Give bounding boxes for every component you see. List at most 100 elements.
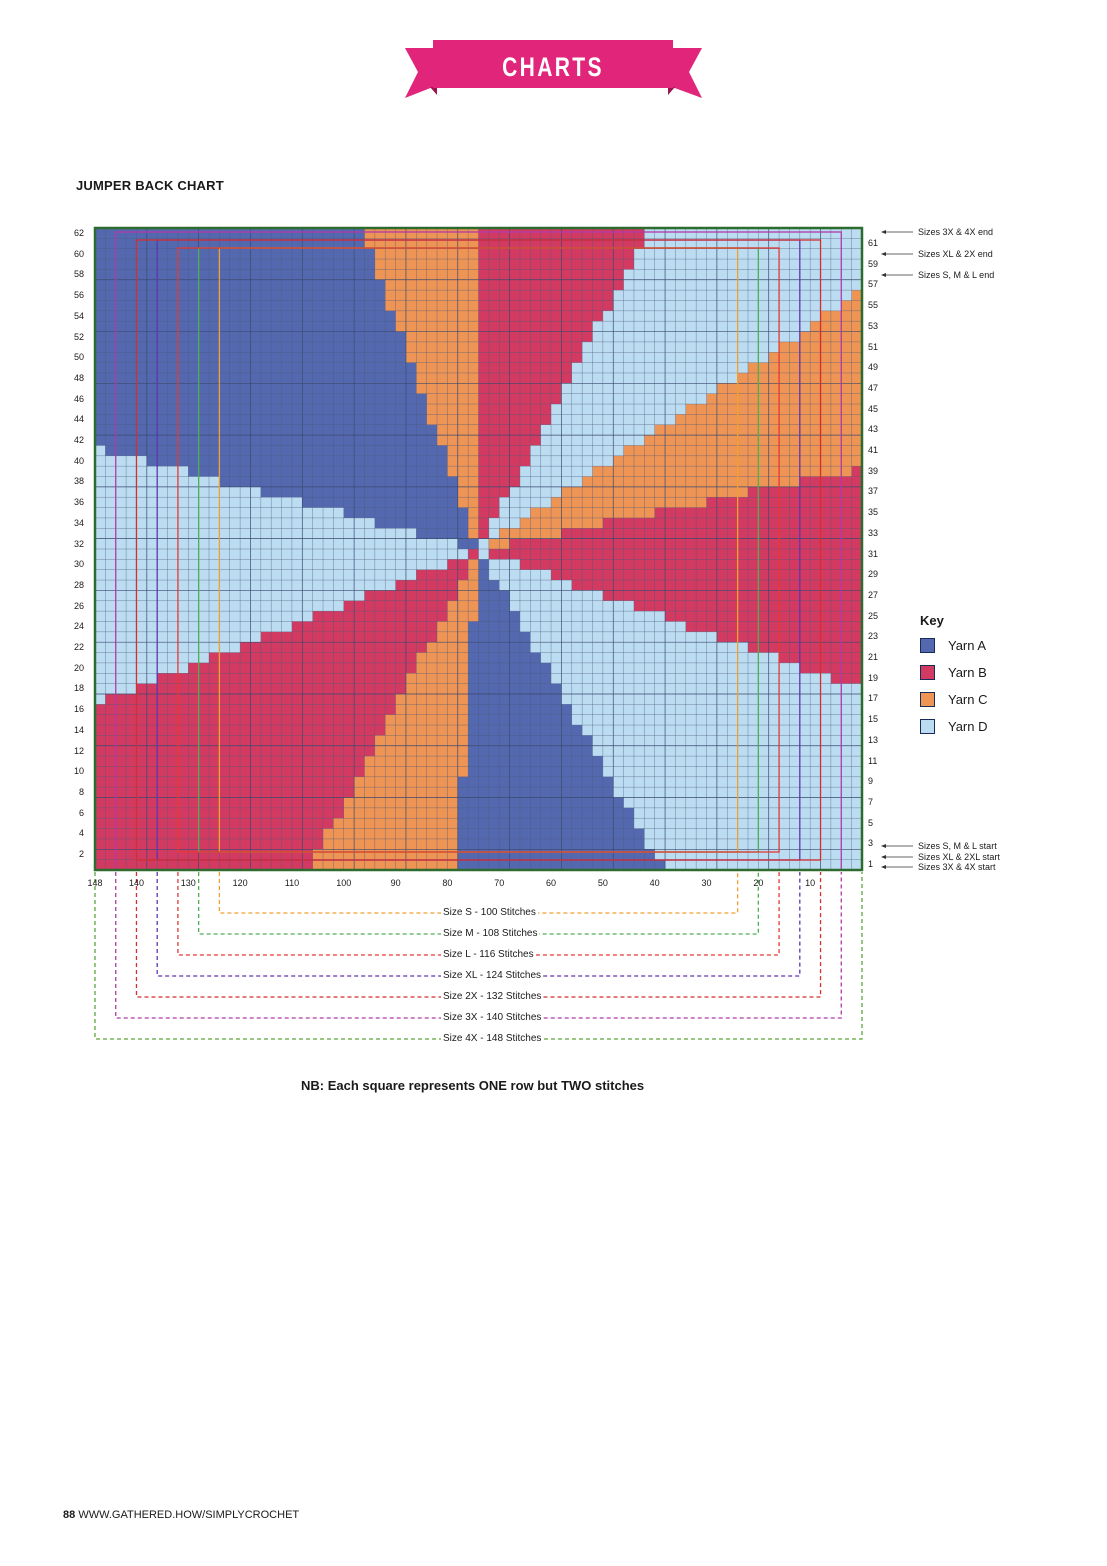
chart-cell bbox=[706, 569, 718, 581]
chart-cell bbox=[830, 310, 842, 322]
marker-arrowhead bbox=[881, 273, 886, 277]
chart-cell bbox=[561, 745, 573, 757]
chart-cell bbox=[177, 714, 189, 726]
chart-cell bbox=[561, 859, 573, 871]
chart-cell bbox=[126, 517, 137, 529]
row-marker: Sizes XL & 2X end bbox=[918, 249, 993, 259]
chart-cell bbox=[405, 787, 417, 798]
chart-cell bbox=[105, 766, 117, 778]
chart-cell bbox=[602, 352, 614, 363]
chart-cell bbox=[468, 497, 479, 508]
key-item: Yarn A bbox=[920, 636, 986, 654]
chart-cell bbox=[727, 693, 738, 705]
row-number: 27 bbox=[868, 589, 879, 600]
chart-cell bbox=[582, 372, 593, 384]
chart-cell bbox=[229, 828, 241, 840]
chart-cell bbox=[437, 517, 448, 529]
chart-cell bbox=[416, 569, 427, 581]
chart-cell bbox=[468, 849, 479, 860]
chart-cell bbox=[146, 517, 158, 529]
chart-cell bbox=[364, 290, 376, 301]
chart-cell bbox=[271, 486, 282, 498]
chart-cell bbox=[613, 621, 624, 633]
chart-cell bbox=[851, 528, 863, 539]
chart-cell bbox=[747, 435, 759, 446]
chart-cell bbox=[250, 797, 262, 809]
chart-cell bbox=[219, 372, 231, 384]
chart-cell bbox=[830, 248, 842, 260]
chart-cell bbox=[478, 662, 490, 674]
chart-cell bbox=[488, 611, 500, 622]
chart-cell bbox=[312, 787, 324, 798]
chart-cell bbox=[582, 797, 593, 809]
chart-cell bbox=[633, 725, 645, 736]
chart-cell bbox=[499, 228, 510, 239]
chart-cell bbox=[312, 352, 324, 363]
chart-cell bbox=[167, 476, 179, 488]
chart-cell bbox=[157, 414, 168, 426]
chart-cell bbox=[416, 497, 427, 508]
chart-cell bbox=[478, 466, 490, 477]
chart-cell bbox=[281, 414, 293, 426]
chart-cell bbox=[364, 269, 376, 281]
chart-cell bbox=[737, 331, 749, 343]
chart-cell bbox=[685, 559, 697, 570]
chart-cell bbox=[271, 549, 282, 560]
chart-cell bbox=[613, 290, 624, 301]
chart-cell bbox=[509, 797, 521, 809]
chart-cell bbox=[188, 642, 199, 653]
chart-cell bbox=[696, 828, 707, 840]
chart-cell bbox=[405, 693, 417, 705]
chart-cell bbox=[457, 756, 469, 767]
chart-cell bbox=[654, 807, 666, 819]
chart-cell bbox=[457, 652, 469, 664]
chart-cell bbox=[561, 414, 573, 426]
chart-cell bbox=[146, 331, 158, 343]
chart-cell bbox=[696, 352, 707, 363]
chart-cell bbox=[188, 704, 199, 715]
chart-cell bbox=[633, 693, 645, 705]
chart-cell bbox=[447, 466, 459, 477]
chart-cell bbox=[457, 838, 469, 850]
chart-cell bbox=[240, 404, 251, 415]
chart-cell bbox=[758, 807, 770, 819]
chart-cell bbox=[509, 238, 521, 249]
chart-cell bbox=[747, 693, 759, 705]
chart-cell bbox=[385, 766, 396, 778]
chart-cell bbox=[499, 693, 510, 705]
chart-cell bbox=[685, 549, 697, 560]
chart-cell bbox=[633, 310, 645, 322]
chart-cell bbox=[509, 455, 521, 467]
chart-cell bbox=[509, 466, 521, 477]
chart-cell bbox=[364, 341, 376, 353]
marker-arrowhead bbox=[881, 865, 886, 869]
chart-cell bbox=[395, 849, 407, 860]
chart-cell bbox=[260, 673, 272, 684]
chart-cell bbox=[146, 300, 158, 312]
chart-cell bbox=[727, 797, 738, 809]
chart-cell bbox=[105, 549, 117, 560]
chart-cell bbox=[188, 259, 199, 270]
chart-cell bbox=[830, 756, 842, 767]
chart-cell bbox=[768, 445, 780, 457]
chart-cell bbox=[302, 497, 313, 508]
chart-cell bbox=[343, 631, 355, 643]
chart-cell bbox=[768, 497, 780, 508]
chart-cell bbox=[136, 404, 148, 415]
chart-cell bbox=[530, 673, 541, 684]
chart-cell bbox=[188, 652, 199, 664]
chart-cell bbox=[561, 580, 573, 591]
chart-cell bbox=[758, 341, 770, 353]
chart-cell bbox=[291, 393, 303, 405]
chart-cell bbox=[488, 673, 500, 684]
chart-cell bbox=[457, 259, 469, 270]
chart-cell bbox=[157, 745, 168, 757]
chart-cell bbox=[509, 735, 521, 747]
chart-cell bbox=[613, 445, 624, 457]
row-number: 39 bbox=[868, 465, 879, 476]
chart-cell bbox=[519, 341, 531, 353]
chart-cell bbox=[768, 435, 780, 446]
chart-cell bbox=[426, 321, 438, 332]
chart-cell bbox=[374, 631, 386, 643]
chart-cell bbox=[592, 538, 604, 550]
